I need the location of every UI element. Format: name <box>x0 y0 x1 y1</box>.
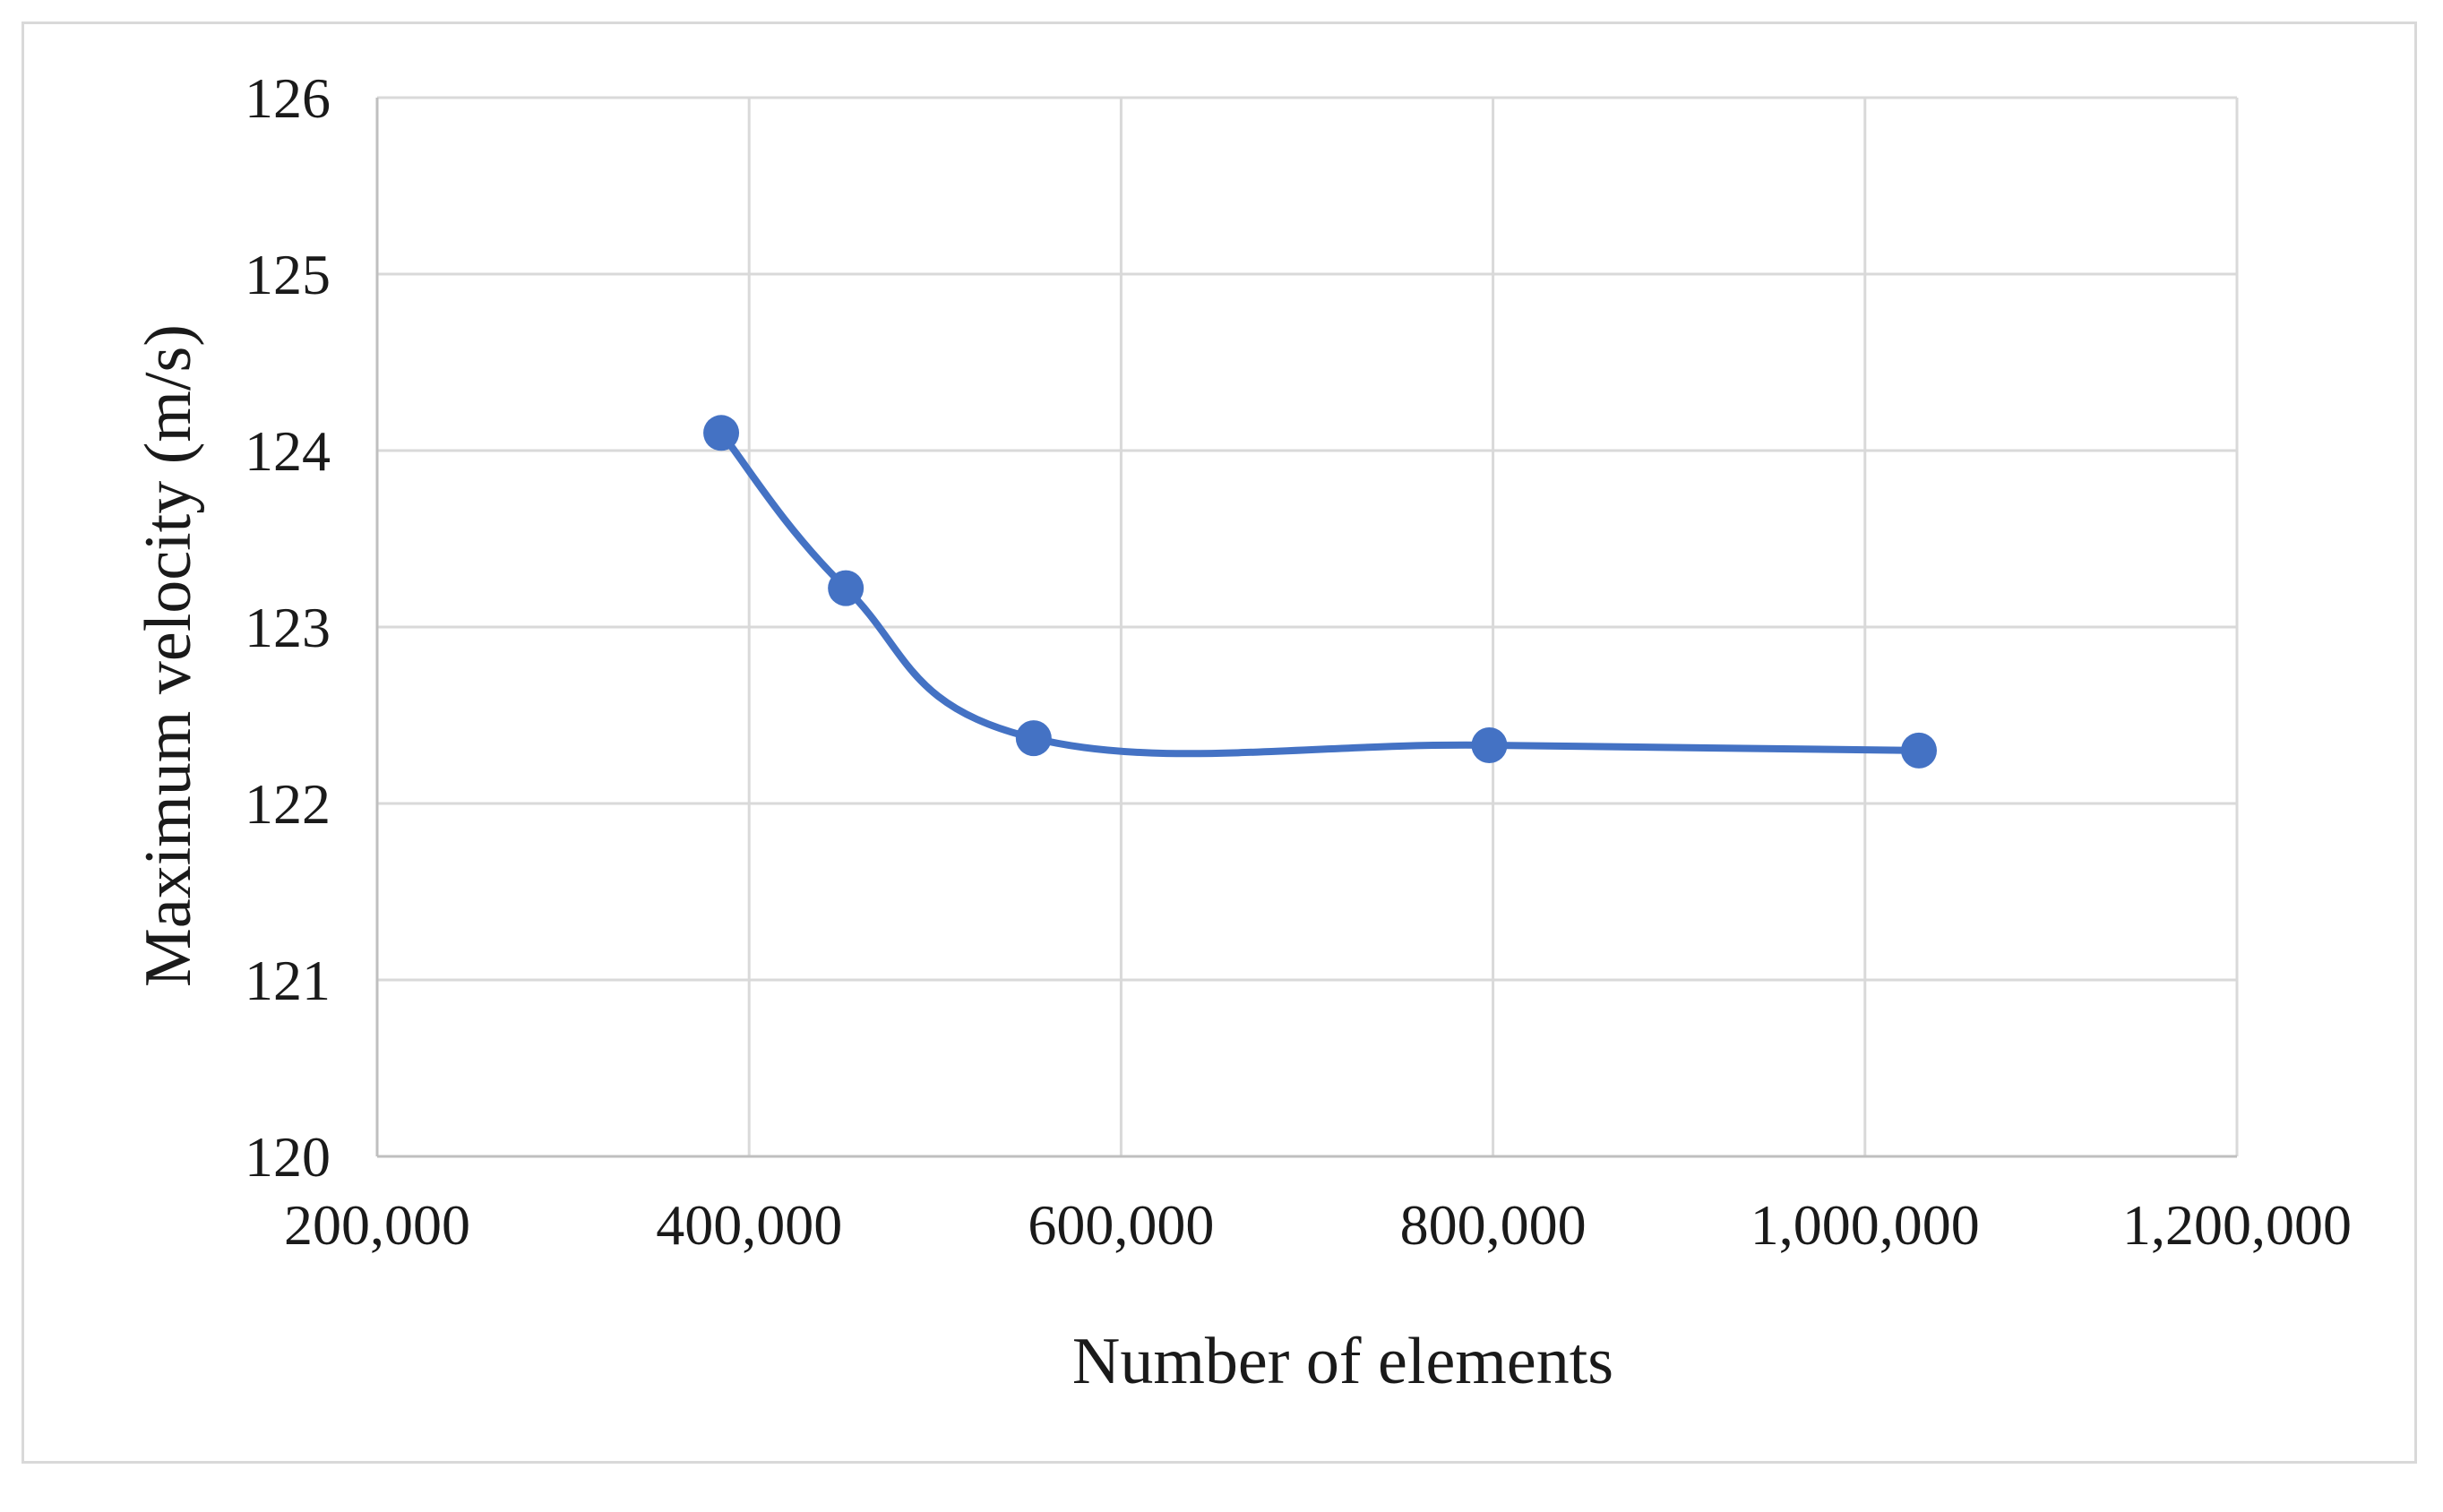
x-tick-label: 800,000 <box>1400 1193 1587 1257</box>
data-point <box>1901 732 1938 769</box>
axis-layer <box>375 98 2237 1158</box>
label-layer: 120 121 122 123 124 125 126 200,000 400,000 600,0… <box>245 66 2352 1257</box>
x-tick-label: 1,200,000 <box>2122 1193 2352 1257</box>
x-tick-label: 600,000 <box>1028 1193 1214 1257</box>
series-layer <box>703 415 1938 769</box>
y-tick-label: 120 <box>245 1125 331 1189</box>
x-tick-label: 400,000 <box>656 1193 842 1257</box>
y-tick-label: 125 <box>245 243 331 306</box>
y-tick-label: 121 <box>245 949 331 1012</box>
y-tick-label: 126 <box>245 66 331 130</box>
data-point <box>703 415 740 451</box>
chart-svg: 120 121 122 123 124 125 126 200,000 400,000 600,0… <box>132 66 2352 1398</box>
y-axis-title: Maximum velocity (m/s) <box>132 324 205 987</box>
y-tick-label: 123 <box>245 596 331 659</box>
chart-frame: 120 121 122 123 124 125 126 200,000 400,000 600,0… <box>22 21 2417 1464</box>
grid-layer <box>377 96 2239 1156</box>
x-axis-title: Number of elements <box>1072 1325 1613 1398</box>
series-line <box>718 429 1923 758</box>
data-point <box>1015 720 1052 757</box>
x-tick-label: 1,000,000 <box>1751 1193 1980 1257</box>
x-tick-label: 200,000 <box>284 1193 470 1257</box>
y-tick-label: 124 <box>245 419 331 483</box>
data-point <box>828 570 865 606</box>
y-tick-label: 122 <box>245 772 331 836</box>
data-point <box>1471 726 1508 763</box>
